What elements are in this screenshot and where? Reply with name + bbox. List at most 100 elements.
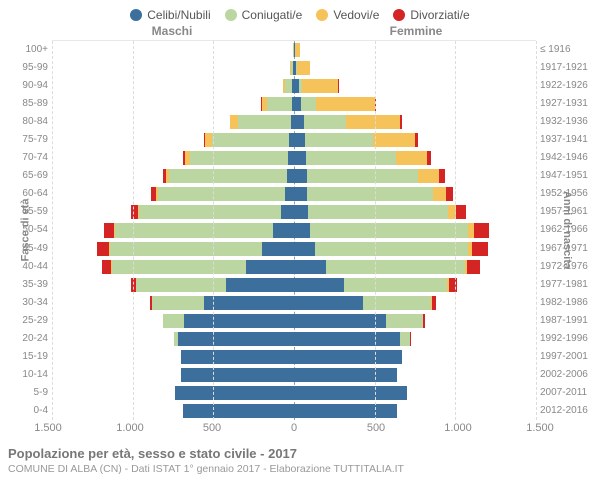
bar-segment: [297, 61, 310, 75]
bar-segment: [190, 151, 288, 165]
bar-segment: [246, 260, 294, 274]
bars-region: [52, 40, 536, 420]
y-tick-right: 1932-1936: [540, 112, 600, 130]
bar-segment: [432, 296, 436, 310]
y-tick-right: 1927-1931: [540, 94, 600, 112]
female-bar: [294, 79, 536, 93]
y-tick-right: 2002-2006: [540, 366, 600, 384]
bar-segment: [302, 79, 337, 93]
age-row: [52, 366, 536, 384]
y-tick-left: 85-89: [0, 94, 48, 112]
bar-segment: [304, 115, 346, 129]
legend-item: Coniugati/e: [225, 8, 303, 22]
age-row: [52, 240, 536, 258]
bar-segment: [230, 115, 237, 129]
y-tick-left: 75-79: [0, 130, 48, 148]
bar-segment: [294, 242, 315, 256]
y-tick-right: 1922-1926: [540, 76, 600, 94]
bar-segment: [433, 187, 446, 201]
y-tick-left: 15-19: [0, 348, 48, 366]
y-axis-left-title: Fasce di età: [19, 199, 31, 262]
age-row: [52, 131, 536, 149]
female-bar: [294, 404, 536, 418]
x-tick: 1.000: [444, 422, 472, 434]
bar-segment: [238, 115, 291, 129]
x-tick: 0: [291, 422, 297, 434]
y-tick-left: 35-39: [0, 275, 48, 293]
male-bar: [52, 133, 294, 147]
x-tick: 1.500: [526, 422, 554, 434]
legend-swatch: [316, 9, 328, 21]
y-tick-left: 5-9: [0, 384, 48, 402]
y-tick-right: 1947-1951: [540, 167, 600, 185]
bar-segment: [294, 97, 301, 111]
y-tick-left: 25-29: [0, 311, 48, 329]
bar-segment: [181, 350, 294, 364]
male-bar: [52, 242, 294, 256]
y-tick-left: 20-24: [0, 330, 48, 348]
plot-area: Fasce di età 100+95-9990-9485-8980-8475-…: [0, 40, 600, 420]
male-header: Maschi: [50, 24, 294, 38]
bar-segment: [316, 97, 376, 111]
bar-segment: [152, 296, 204, 310]
female-bar: [294, 368, 536, 382]
y-tick-right: 1987-1991: [540, 311, 600, 329]
male-bar: [52, 43, 294, 57]
bar-segment: [294, 260, 326, 274]
column-headers: Maschi Femmine: [0, 24, 600, 38]
bar-segment: [472, 242, 488, 256]
y-tick-right: ≤ 1916: [540, 40, 600, 58]
legend-item: Divorziati/e: [393, 8, 469, 22]
bar-segment: [285, 187, 294, 201]
legend-swatch: [130, 9, 142, 21]
bar-segment: [184, 314, 294, 328]
bar-segment: [474, 223, 489, 237]
bar-segment: [301, 97, 316, 111]
bar-segment: [175, 386, 294, 400]
bar-segment: [204, 296, 294, 310]
female-bar: [294, 260, 536, 274]
bar-segment: [294, 223, 310, 237]
y-tick-right: 2012-2016: [540, 402, 600, 420]
male-bar: [52, 97, 294, 111]
bar-segment: [467, 260, 480, 274]
male-bar: [52, 350, 294, 364]
bar-segment: [226, 278, 294, 292]
age-row: [52, 312, 536, 330]
legend-item: Vedovi/e: [316, 8, 379, 22]
y-tick-right: 1917-1921: [540, 58, 600, 76]
age-row: [52, 113, 536, 131]
bar-segment: [294, 151, 306, 165]
bar-segment: [285, 79, 292, 93]
bar-segment: [294, 350, 402, 364]
y-tick-left: 95-99: [0, 58, 48, 76]
male-bar: [52, 61, 294, 75]
bar-segment: [139, 205, 281, 219]
x-axis: 1.5001.00050005001.0001.500: [0, 422, 600, 436]
x-tick: 1.000: [116, 422, 144, 434]
bar-segment: [163, 314, 184, 328]
male-bar: [52, 79, 294, 93]
bar-segment: [310, 223, 468, 237]
male-bar: [52, 332, 294, 346]
x-tick: 1.500: [34, 422, 62, 434]
bar-segment: [294, 404, 397, 418]
y-tick-right: 1997-2001: [540, 348, 600, 366]
male-bar: [52, 314, 294, 328]
female-bar: [294, 205, 536, 219]
bar-segment: [181, 368, 294, 382]
y-tick-right: 1942-1946: [540, 149, 600, 167]
male-bar: [52, 368, 294, 382]
x-tick: 500: [367, 422, 385, 434]
legend-label: Celibi/Nubili: [147, 8, 210, 22]
chart-footer: Popolazione per età, sesso e stato civil…: [0, 436, 600, 475]
y-tick-left: 90-94: [0, 76, 48, 94]
bar-segment: [326, 260, 465, 274]
female-bar: [294, 169, 536, 183]
bar-segment: [423, 314, 425, 328]
male-bar: [52, 386, 294, 400]
age-row: [52, 402, 536, 420]
y-tick-left: 70-74: [0, 149, 48, 167]
bar-segment: [439, 169, 445, 183]
bar-segment: [344, 278, 447, 292]
